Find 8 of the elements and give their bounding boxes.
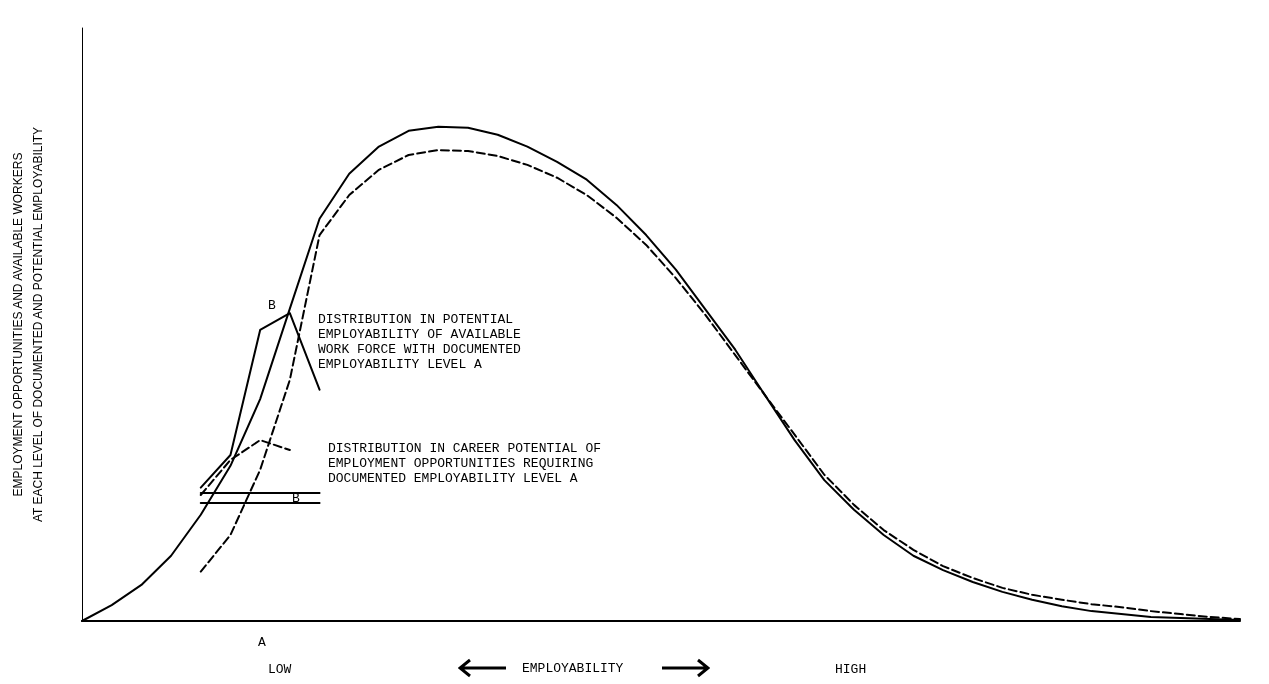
- text: HIGH: [835, 662, 867, 677]
- text: LOW: [268, 662, 292, 677]
- x-axis-title: EMPLOYABILITY: [522, 661, 624, 676]
- text: A: [258, 635, 266, 650]
- y-axis-title: EMPLOYMENT OPPORTUNITIES AND AVAILABLE WORKERS AT EACH LEVEL OF DOCUMENTED AND POTENTIAL EMPLOYABILITY: [11, 126, 45, 523]
- annotation: B: [268, 298, 276, 313]
- annotation: DISTRIBUTION IN POTENTIAL EMPLOYABILITY OF AVAILABLE WORK FORCE WITH DOCUMENTED EMPLOYABILITY LEVEL A: [318, 312, 522, 372]
- annotation: DISTRIBUTION IN CAREER POTENTIAL OF EMPLOYMENT OPPORTUNITIES REQUIRING DOCUMENTED EMPLOYABILITY LEVEL A: [328, 441, 602, 486]
